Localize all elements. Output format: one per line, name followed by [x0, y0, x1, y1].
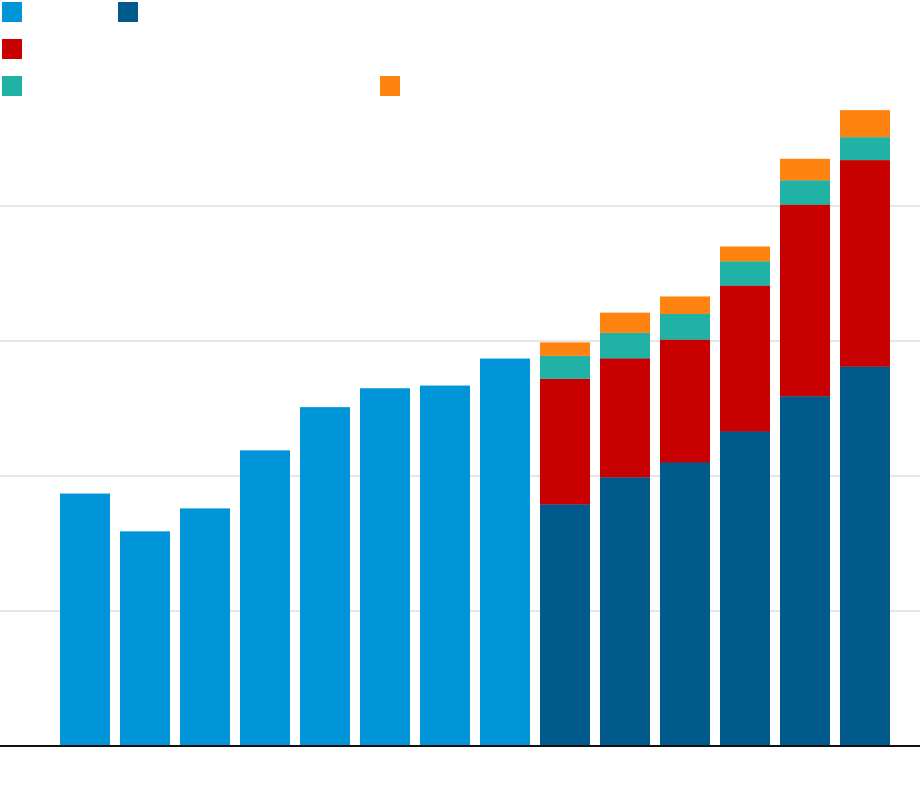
bar-segment	[120, 531, 170, 746]
bar-segment	[540, 504, 590, 746]
bar-segment	[180, 508, 230, 746]
bar-segment	[660, 296, 710, 314]
bar-segment	[360, 388, 410, 746]
bar-segment	[720, 431, 770, 746]
bar-segment	[780, 204, 830, 397]
bar-segment	[480, 358, 530, 746]
bar-segment	[60, 493, 110, 746]
bar-segment	[660, 314, 710, 340]
bar-segment	[780, 158, 830, 181]
legend-swatch	[2, 2, 22, 22]
bar-segment	[540, 355, 590, 379]
bar-segment	[780, 180, 830, 205]
bar-segment	[840, 160, 890, 367]
bar-segment	[660, 339, 710, 463]
bar-segment	[240, 450, 290, 746]
bar-segment	[720, 261, 770, 286]
bar-segment	[840, 366, 890, 746]
bar-segment	[600, 358, 650, 478]
bar-segment	[600, 477, 650, 746]
bar-segment	[720, 246, 770, 262]
bar-segment	[840, 110, 890, 138]
legend-swatch	[118, 2, 138, 22]
bar-segment	[600, 332, 650, 359]
bar-segment	[660, 462, 710, 746]
bar-segment	[720, 285, 770, 432]
legend-swatch	[2, 39, 22, 59]
legend-swatch	[2, 76, 22, 96]
bar-segment	[420, 385, 470, 746]
bar-segment	[300, 407, 350, 746]
bar-segment	[600, 312, 650, 333]
legend-swatch	[380, 76, 400, 96]
bar-segment	[840, 137, 890, 161]
bar-segment	[540, 378, 590, 505]
bar-segment	[780, 396, 830, 746]
bar-segment	[540, 342, 590, 356]
